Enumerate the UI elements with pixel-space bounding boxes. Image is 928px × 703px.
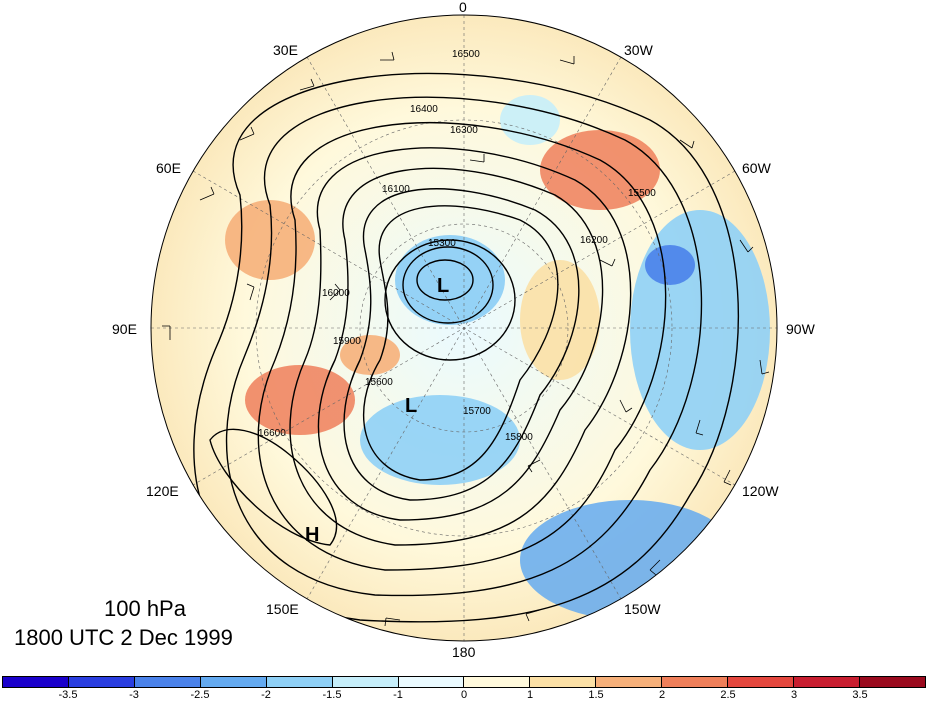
- anomaly-negative-core-low: [395, 235, 505, 325]
- lon-label-30w: 30W: [624, 42, 654, 58]
- contour-label: 16000: [322, 288, 350, 299]
- colorbar-swatch: [662, 677, 729, 687]
- contour-label: 15800: [505, 432, 533, 443]
- contour-label: 16500: [452, 49, 480, 60]
- pressure-level-caption: 100 hPa: [104, 596, 186, 621]
- contour-label: 15900: [333, 336, 361, 347]
- colorbar-tick-label: -2.5: [190, 689, 210, 701]
- colorbar-tick-label: -2: [261, 689, 271, 701]
- colorbar-swatch: [134, 677, 201, 687]
- colorbar-swatch: [530, 677, 597, 687]
- anomaly-negative-greenland: [500, 95, 560, 145]
- wind-barbs: [162, 51, 770, 627]
- contour-label: 15500: [628, 188, 656, 199]
- colorbar-swatch: [68, 677, 135, 687]
- anomaly-positive-urals: [225, 200, 315, 280]
- contour-label: 15600: [365, 377, 393, 388]
- colorbar-swatch: [200, 677, 267, 687]
- colorbar-swatch: [332, 677, 399, 687]
- contour-label: 15700: [463, 406, 491, 417]
- lon-label-180: 180: [452, 644, 476, 660]
- high-center-east-asia: H: [305, 524, 319, 546]
- map-boundary: [150, 14, 778, 642]
- colorbar-swatch: [464, 677, 531, 687]
- lon-label-0: 0: [459, 0, 467, 15]
- colorbar-swatch: [266, 677, 333, 687]
- anomaly-negative-hudson: [645, 245, 695, 285]
- colorbar-tick-label: 1.5: [588, 689, 604, 701]
- lon-label-120w: 120W: [742, 483, 779, 499]
- longitude-labels: 0 30W 60W 90W 120W 150W 180 150E 120E 90…: [112, 0, 816, 660]
- lon-label-90w: 90W: [786, 321, 816, 337]
- contour-label: 16300: [450, 125, 478, 136]
- contour-label-group: 16500 16400 16300 16200 16100 16000 1590…: [258, 49, 656, 443]
- lon-label-120e: 120E: [146, 483, 179, 499]
- anomaly-negative-bering: [360, 395, 520, 485]
- colorbar-tick-label: 3.5: [852, 689, 868, 701]
- low-center-north-pacific: L: [405, 395, 417, 417]
- low-center-siberia: L: [437, 275, 449, 297]
- colorbar-swatch: [794, 677, 860, 687]
- colorbar-swatch: [728, 677, 795, 687]
- contour-label: 16200: [580, 235, 608, 246]
- colorbar-tick-label: 2: [658, 689, 666, 701]
- anomaly-positive-china: [245, 365, 355, 435]
- colorbar-tick-label: 0: [460, 689, 468, 701]
- colorbar-tick-label: -1: [393, 689, 403, 701]
- contour-label: 15300: [428, 238, 456, 249]
- colorbar-tick-label: -3: [129, 689, 139, 701]
- height-contours: [193, 72, 740, 623]
- valid-time-caption: 1800 UTC 2 Dec 1999: [14, 625, 233, 650]
- colorbar-swatch: [859, 677, 925, 687]
- lon-label-60e: 60E: [156, 160, 181, 176]
- lon-label-90e: 90E: [112, 321, 137, 337]
- colorbar-swatch: [398, 677, 465, 687]
- colorbar-swatch: [3, 677, 69, 687]
- colorbar-swatch: [596, 677, 663, 687]
- colorbar-tick-label: -1.5: [322, 689, 342, 701]
- colorbar-tick-label: 1: [526, 689, 534, 701]
- contour-label: 16600: [258, 428, 286, 439]
- colorbar-tick-label: 2.5: [720, 689, 736, 701]
- lon-label-150w: 150W: [624, 601, 661, 617]
- contour-label: 16400: [410, 104, 438, 115]
- lon-label-60w: 60W: [742, 160, 772, 176]
- anomaly-positive-atlantic: [540, 130, 660, 210]
- contour-label: 16100: [382, 184, 410, 195]
- colorbar-tick-label: 3: [790, 689, 798, 701]
- colorbar-labels: -3.5 -3 -2.5 -2 -1.5 -1 0 1 1.5 2 2.5 3 3.5: [0, 689, 928, 703]
- colorbar: [2, 676, 926, 688]
- lon-label-150e: 150E: [266, 601, 299, 617]
- colorbar-tick-label: -3.5: [58, 689, 78, 701]
- lon-label-30e: 30E: [273, 42, 298, 58]
